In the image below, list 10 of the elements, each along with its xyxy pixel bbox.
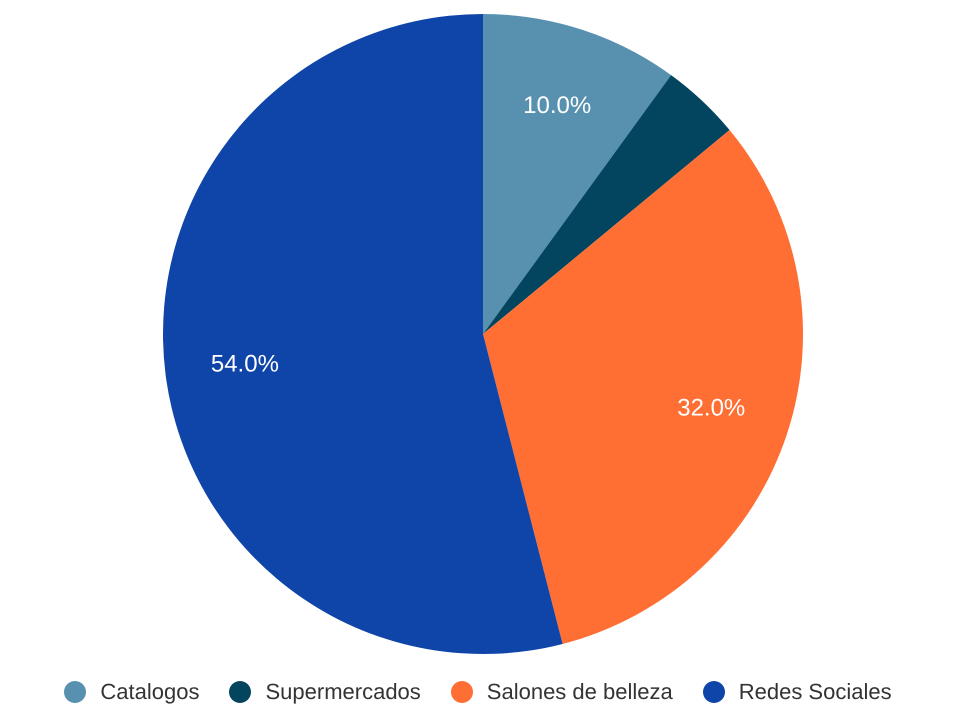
pie-slice (483, 75, 730, 334)
legend-label: Supermercados (265, 679, 421, 705)
pie-slice (483, 14, 672, 334)
pie-slice (483, 130, 802, 644)
data-label: 32.0% (677, 394, 746, 422)
data-label: 10.0% (523, 92, 592, 120)
legend-label: Redes Sociales (738, 679, 892, 705)
data-label: 54.0% (210, 350, 279, 378)
legend-label: Catalogos (100, 679, 200, 705)
legend-label: Salones de belleza (486, 679, 673, 705)
